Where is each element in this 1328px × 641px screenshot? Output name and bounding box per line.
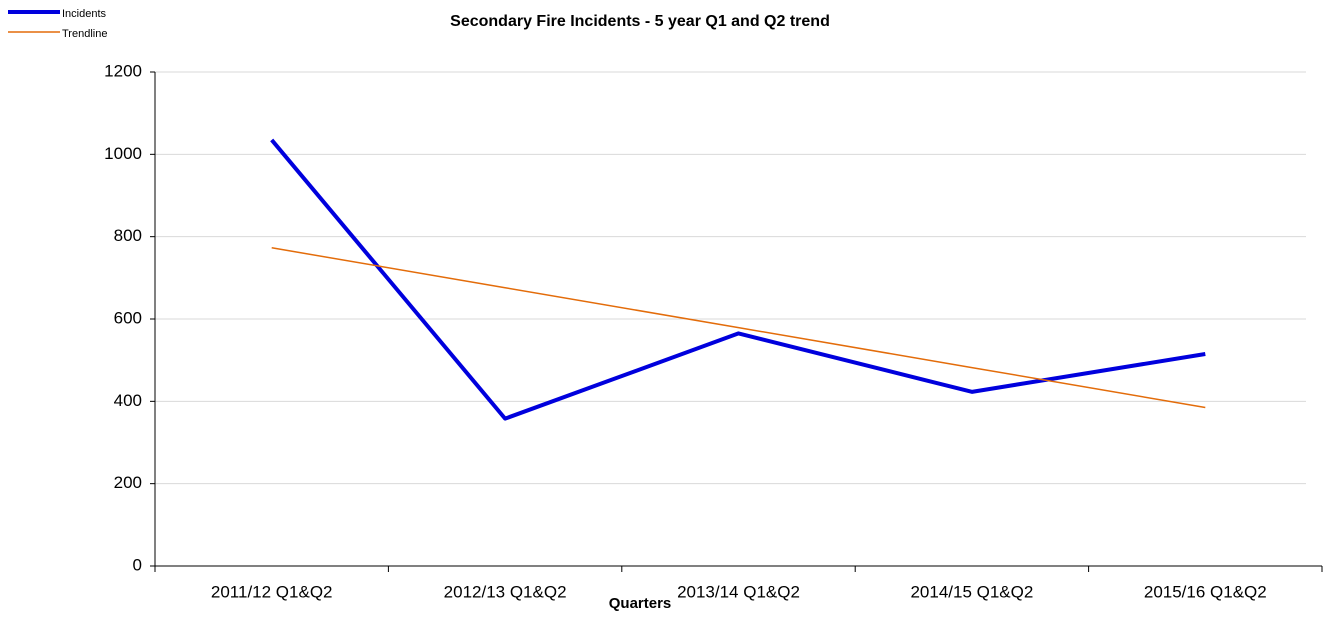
x-tick-label: 2013/14 Q1&Q2: [677, 582, 800, 601]
y-tick-label: 600: [114, 308, 142, 327]
line-series: [270, 138, 1206, 421]
x-tick-label: 2015/16 Q1&Q2: [1144, 582, 1267, 601]
chart-title: Secondary Fire Incidents - 5 year Q1 and…: [450, 13, 830, 30]
x-axis-title: Quarters: [609, 595, 672, 612]
y-tick-label: 0: [133, 555, 142, 574]
y-tick-label: 1000: [104, 144, 142, 163]
y-tick-label: 200: [114, 473, 142, 492]
legend-text: Trendline: [62, 28, 107, 40]
line-series: [271, 247, 1206, 409]
y-tick-label: 400: [114, 391, 142, 410]
y-tick-label: 800: [114, 226, 142, 245]
x-tick-label: 2014/15 Q1&Q2: [910, 582, 1033, 601]
legend-text: Incidents: [62, 8, 107, 20]
x-tick-label: 2011/12 Q1&Q2: [211, 582, 333, 601]
x-tick-label: 2012/13 Q1&Q2: [444, 582, 567, 601]
y-tick-label: 1200: [104, 61, 142, 80]
